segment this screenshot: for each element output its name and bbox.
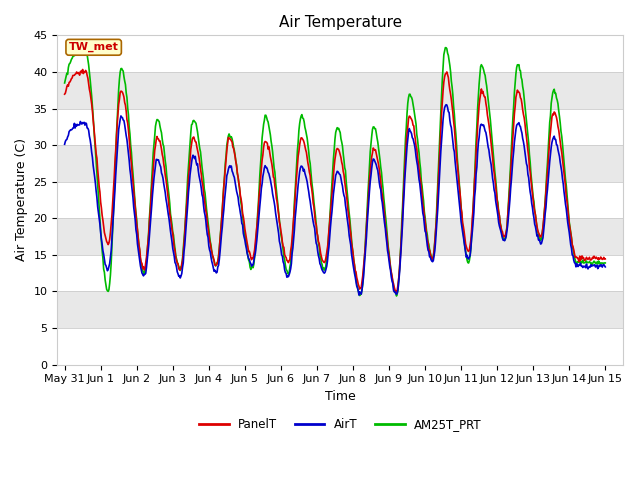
- Bar: [58, 291, 623, 328]
- Bar: [58, 108, 623, 145]
- Bar: [58, 181, 623, 218]
- Bar: [58, 255, 623, 291]
- X-axis label: Time: Time: [325, 390, 356, 403]
- Bar: [58, 72, 623, 108]
- Bar: [58, 36, 623, 72]
- Bar: [58, 328, 623, 365]
- Title: Air Temperature: Air Temperature: [279, 15, 402, 30]
- Y-axis label: Air Temperature (C): Air Temperature (C): [15, 138, 28, 262]
- Text: TW_met: TW_met: [68, 42, 118, 52]
- Bar: [58, 145, 623, 181]
- Legend: PanelT, AirT, AM25T_PRT: PanelT, AirT, AM25T_PRT: [195, 413, 486, 436]
- Bar: [58, 218, 623, 255]
